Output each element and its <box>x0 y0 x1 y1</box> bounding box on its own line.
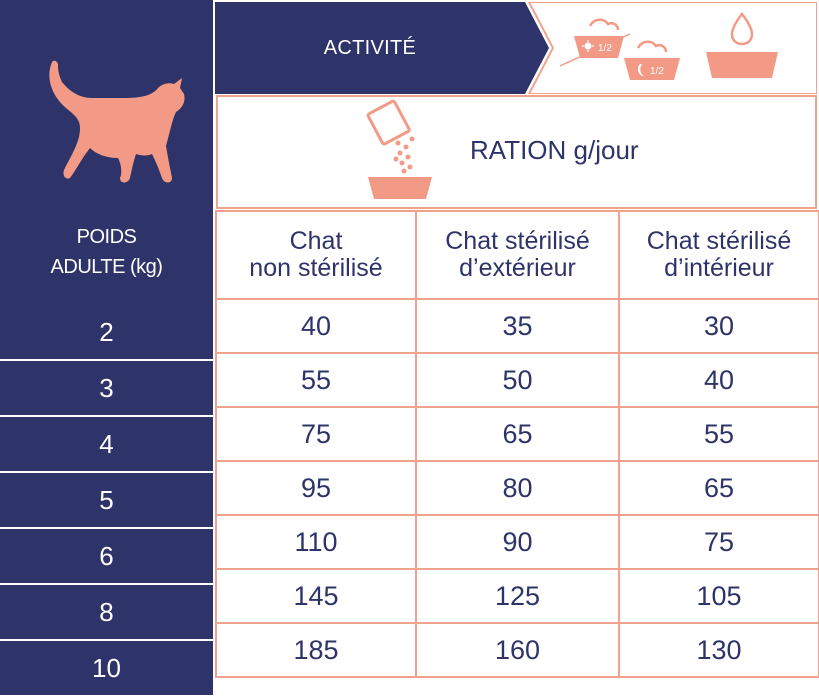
table-cell: 65 <box>415 406 620 462</box>
col-header-line1: Chat stérilisé <box>445 227 590 255</box>
night-fraction: 1/2 <box>650 66 664 77</box>
table-row: 145 125 105 <box>215 568 819 624</box>
table-row: 40 35 30 <box>215 298 819 354</box>
day-fraction: 1/2 <box>598 43 612 54</box>
table-cell: 185 <box>215 622 417 678</box>
col-header-sterilise-exterieur: Chat stérilisé d’extérieur <box>415 210 620 300</box>
weight-label: 6 <box>99 541 114 571</box>
weight-row-separators <box>0 359 213 641</box>
col-header-line1: Chat <box>289 227 343 255</box>
table-cell: 95 <box>215 460 417 516</box>
cat-icon <box>49 60 185 183</box>
weight-label: 2 <box>99 317 114 347</box>
col-header-line1: Chat stérilisé <box>646 227 792 255</box>
col-header-line2: d’intérieur <box>664 254 774 282</box>
table-cell: 105 <box>618 568 819 624</box>
weight-label: 3 <box>99 373 114 403</box>
table-cell: 35 <box>415 298 620 354</box>
weight-header: POIDS ADULTE (kg) <box>0 222 213 282</box>
table-cell: 110 <box>215 514 417 570</box>
table-row: 55 50 40 <box>215 352 819 408</box>
table-cell: 40 <box>618 352 819 408</box>
table-cell: 125 <box>415 568 620 624</box>
table-row: 75 65 55 <box>215 406 819 462</box>
col-header-non-sterilise: Chat non stérilisé <box>215 210 417 300</box>
col-header-line2: d’extérieur <box>459 254 576 282</box>
table-cell: 130 <box>618 622 819 678</box>
weight-label: 5 <box>99 485 114 515</box>
weight-label: 4 <box>99 429 114 459</box>
table-cell: 50 <box>415 352 620 408</box>
table-cell: 30 <box>618 298 819 354</box>
bowl-day-icon: 1/2 <box>560 18 631 67</box>
table-cell: 90 <box>415 514 620 570</box>
weight-label: 10 <box>92 653 121 683</box>
ration-scoop-icon <box>366 99 432 199</box>
weight-header-line1: POIDS <box>76 226 137 248</box>
table-cell: 55 <box>215 352 417 408</box>
table-cell: 40 <box>215 298 417 354</box>
ration-header <box>216 95 817 209</box>
bowl-night-icon: 1/2 <box>624 40 680 80</box>
table-cell: 145 <box>215 568 417 624</box>
col-header-line2: non stérilisé <box>249 254 383 282</box>
activity-label: ACTIVITÉ <box>323 36 417 59</box>
col-header-sterilise-interieur: Chat stérilisé d’intérieur <box>618 210 819 300</box>
table-cell: 75 <box>618 514 819 570</box>
ration-table: Chat non stérilisé Chat stérilisé d’exté… <box>215 210 819 678</box>
table-row: 95 80 65 <box>215 460 819 516</box>
table-header-row: Chat non stérilisé Chat stérilisé d’exté… <box>215 210 819 300</box>
table-cell: 55 <box>618 406 819 462</box>
table-row: 185 160 130 <box>215 622 819 678</box>
weight-header-line2: ADULTE (kg) <box>50 256 163 278</box>
ration-label: RATION g/jour <box>470 135 639 165</box>
water-bowl-icon <box>706 12 778 78</box>
table-cell: 65 <box>618 460 819 516</box>
table-cell: 80 <box>415 460 620 516</box>
table-cell: 75 <box>215 406 417 462</box>
table-row: 110 90 75 <box>215 514 819 570</box>
table-cell: 160 <box>415 622 620 678</box>
weight-label: 8 <box>99 597 114 627</box>
